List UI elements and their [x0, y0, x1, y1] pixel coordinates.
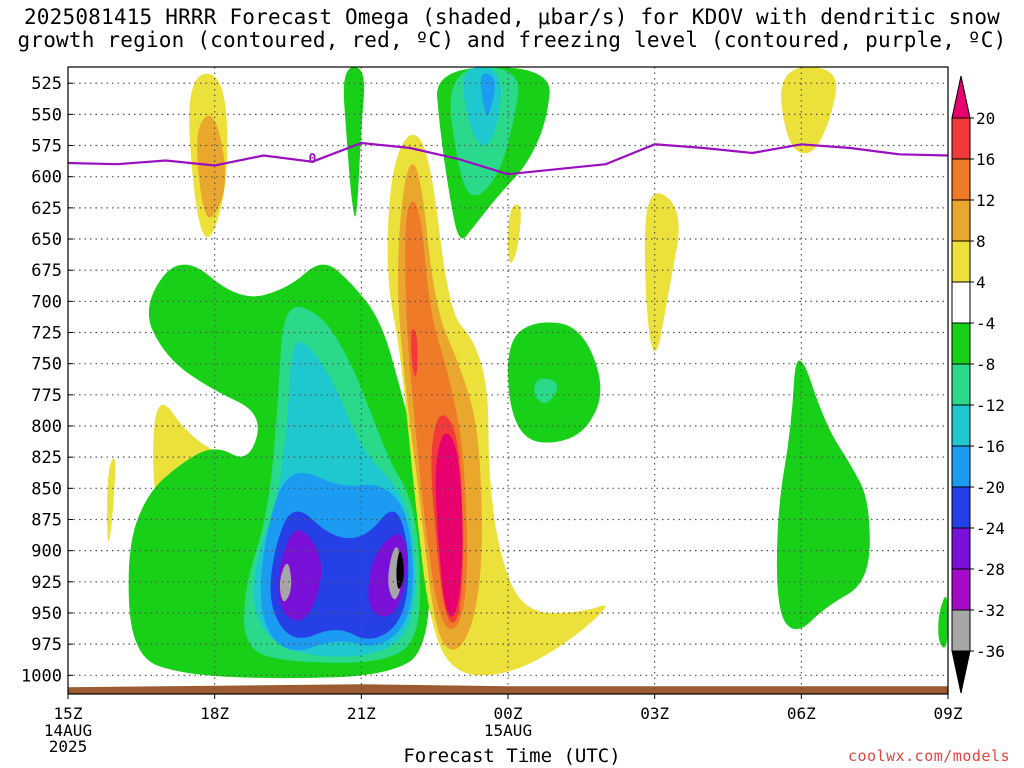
y-tick-label: 600: [31, 168, 62, 188]
omega-region: [343, 67, 365, 217]
omega-region: [279, 563, 292, 602]
y-tick-label: 575: [31, 137, 62, 157]
omega-region: [644, 193, 679, 352]
title-line-2: growth region (contoured, red, ºC) and f…: [17, 28, 1007, 52]
colorbar-bin: [951, 117, 971, 160]
y-tick-label: 625: [31, 199, 62, 219]
x-tick-label: 09Z: [934, 704, 963, 723]
grid-lines: [68, 67, 948, 694]
colorbar-label: 16: [976, 150, 995, 169]
chart-title: 2025081415 HRRR Forecast Omega (shaded, …: [0, 6, 1024, 52]
omega-region: [776, 360, 870, 630]
omega-region: [781, 67, 837, 154]
colorbar-bin: [951, 240, 971, 283]
colorbar-top-arrow: [951, 75, 971, 119]
colorbar-bin: [951, 404, 971, 447]
x-axis-label: Forecast Time (UTC): [403, 745, 621, 767]
x-tick-label: 00Z: [494, 704, 523, 723]
colorbar-label: -4: [976, 314, 995, 333]
colorbar-bin: [951, 158, 971, 201]
y-tick-label: 925: [31, 573, 62, 593]
y-tick-label: 775: [31, 386, 62, 406]
colorbar-label: 4: [976, 273, 986, 292]
y-tick-label: 525: [31, 74, 62, 94]
y-tick-label: 650: [31, 230, 62, 250]
y-tick-label: 725: [31, 324, 62, 344]
colorbar-label: -16: [976, 437, 1005, 456]
freezing-level-line: [67, 141, 949, 176]
colorbar-label: -24: [976, 519, 1005, 538]
colorbar-bottom-arrow: [951, 650, 971, 694]
colorbar-label: -20: [976, 478, 1005, 497]
y-tick-label: 700: [31, 292, 62, 312]
x-tick-label: 03Z: [640, 704, 669, 723]
credit-link[interactable]: coolwx.com/models: [847, 747, 1010, 765]
x-tick-label: 06Z: [787, 704, 816, 723]
x-tick-label: 15Z: [54, 704, 83, 723]
y-tick-label: 825: [31, 448, 62, 468]
y-tick-label: 550: [31, 105, 62, 125]
omega-region: [508, 204, 521, 263]
colorbar-bin: [951, 199, 971, 242]
y-tick-label: 675: [31, 261, 62, 281]
colorbar-label: 12: [976, 191, 995, 210]
omega-region: [534, 378, 558, 404]
y-tick-label: 750: [31, 355, 62, 375]
colorbar-label: 8: [976, 232, 986, 251]
y-tick-label: 900: [31, 542, 62, 562]
colorbar-bin: [951, 486, 971, 529]
y-tick-label: 875: [31, 510, 62, 530]
x-tick-sublabel: 15AUG: [484, 721, 532, 740]
colorbar-label: -32: [976, 601, 1005, 620]
colorbar-label: 20: [976, 109, 995, 128]
colorbar-bin: [951, 568, 971, 611]
colorbar-bin: [951, 363, 971, 406]
y-tick-label: 850: [31, 479, 62, 499]
colorbar-bin: [951, 322, 971, 365]
y-axis: 525 550 575 600 625 650 675 700 725 750 775 800 825 8…: [21, 74, 73, 686]
colorbar-bin: [951, 445, 971, 488]
y-tick-label: 800: [31, 417, 62, 437]
y-tick-label: 975: [31, 635, 62, 655]
colorbar-label: -12: [976, 396, 1005, 415]
x-tick-label: 21Z: [347, 704, 376, 723]
x-tick-label: 18Z: [200, 704, 229, 723]
y-tick-label: 950: [31, 604, 62, 624]
omega-shading: [107, 67, 948, 679]
colorbar-label: -8: [976, 355, 995, 374]
colorbar-bin: [951, 527, 971, 570]
y-tick-label: 1000: [21, 666, 62, 686]
freezing-level-contour: 0: [67, 141, 949, 176]
colorbar-bin: [951, 281, 971, 324]
omega-region: [411, 329, 418, 377]
x-tick-sublabel: 2025: [49, 737, 88, 756]
omega-region: [435, 433, 463, 617]
title-line-1: 2025081415 HRRR Forecast Omega (shaded, …: [23, 5, 1001, 29]
colorbar-label: -28: [976, 560, 1005, 579]
omega-region: [938, 596, 948, 648]
x-tick-sublabel: 14AUG: [44, 721, 92, 740]
colorbar-label: -36: [976, 642, 1005, 661]
omega-region: [396, 551, 404, 589]
omega-region: [278, 530, 322, 621]
omega-region: [107, 458, 116, 542]
colorbar-bin: [951, 609, 971, 652]
colorbar: 20 16 12 8 4 -4 -8 -12 -16 -20 -24 -28 -32 -36: [951, 75, 1005, 694]
omega-region: [480, 73, 495, 116]
omega-region: [197, 115, 226, 218]
freezing-level-label: 0: [309, 152, 317, 167]
